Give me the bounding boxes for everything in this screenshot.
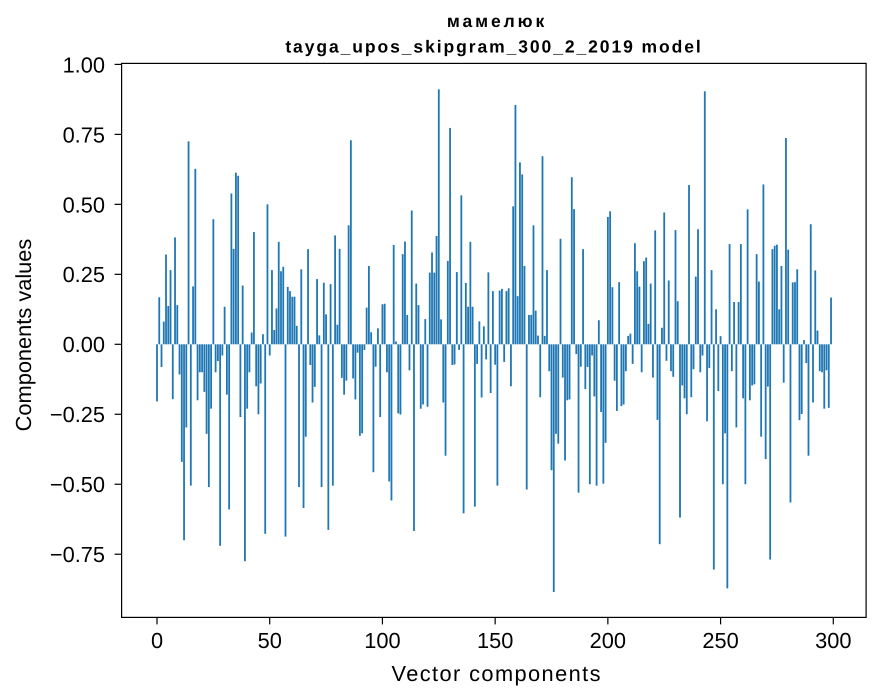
svg-text:250: 250 [702, 628, 738, 653]
svg-text:Vector components: Vector components [391, 661, 601, 686]
svg-text:150: 150 [477, 628, 513, 653]
svg-text:−0.25: −0.25 [50, 402, 105, 427]
svg-text:−0.75: −0.75 [50, 542, 105, 567]
svg-text:0: 0 [151, 628, 163, 653]
svg-text:tayga_upos_skipgram_300_2_2019: tayga_upos_skipgram_300_2_2019 model [285, 36, 702, 56]
svg-text:1.00: 1.00 [63, 52, 105, 77]
svg-text:0.00: 0.00 [63, 332, 105, 357]
svg-text:300: 300 [815, 628, 851, 653]
svg-text:мамелюк: мамелюк [447, 11, 547, 31]
svg-text:100: 100 [364, 628, 400, 653]
svg-text:50: 50 [258, 628, 282, 653]
svg-text:0.25: 0.25 [63, 262, 105, 287]
svg-text:−0.50: −0.50 [50, 472, 105, 497]
svg-text:200: 200 [590, 628, 626, 653]
svg-text:0.50: 0.50 [63, 192, 105, 217]
svg-text:0.75: 0.75 [63, 122, 105, 147]
svg-text:Components values: Components values [11, 239, 36, 432]
